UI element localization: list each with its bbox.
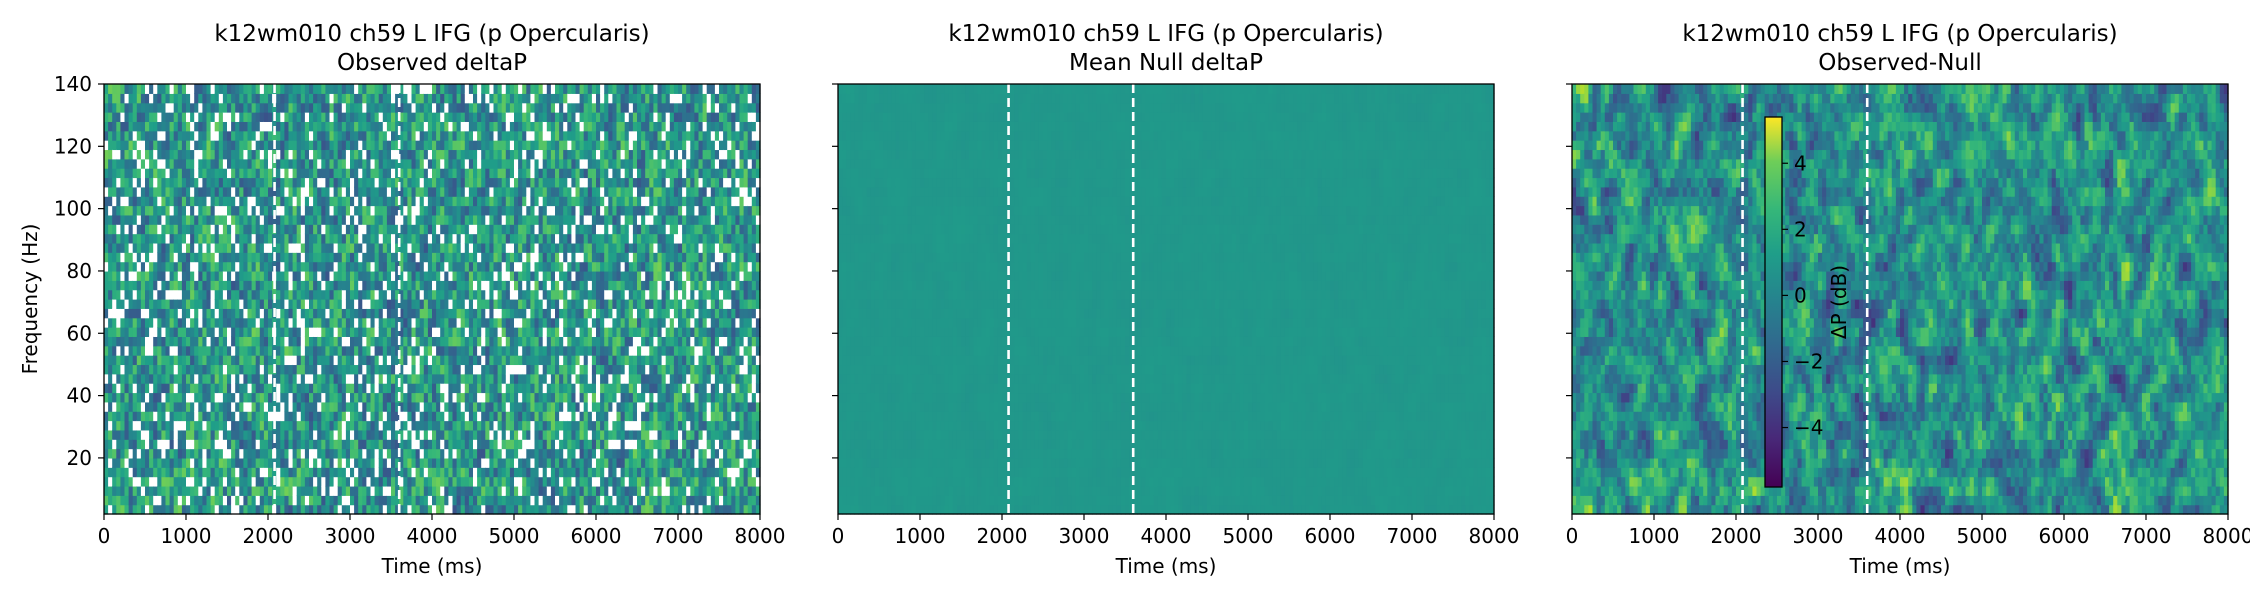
chart-subtitle: Mean Null deltaP bbox=[1069, 50, 1263, 76]
y-tick-label: 20 bbox=[67, 446, 92, 470]
colorbar-tick-label: 0 bbox=[1794, 283, 1807, 307]
x-axis-label: Time (ms) bbox=[1849, 554, 1951, 578]
chart-subtitle: Observed deltaP bbox=[337, 50, 527, 76]
y-tick-label: 100 bbox=[54, 197, 92, 221]
colorbar-tick-label: 4 bbox=[1794, 151, 1807, 175]
colorbar-label: ΔP (dB) bbox=[1827, 265, 1851, 339]
heatmap-1 bbox=[104, 84, 761, 515]
y-axis-label: Frequency (Hz) bbox=[18, 224, 42, 375]
x-tick-label: 2000 bbox=[1711, 524, 1762, 548]
x-tick-label: 3000 bbox=[1793, 524, 1844, 548]
colorbar-tick-label: −2 bbox=[1794, 349, 1823, 373]
colorbar-gradient bbox=[1764, 116, 1783, 488]
y-tick-label: 80 bbox=[67, 259, 92, 283]
x-tick-label: 5000 bbox=[1223, 524, 1274, 548]
heatmap-2 bbox=[838, 84, 1495, 515]
x-axis-label: Time (ms) bbox=[1115, 554, 1217, 578]
x-tick-label: 4000 bbox=[1875, 524, 1926, 548]
x-tick-label: 5000 bbox=[1957, 524, 2008, 548]
y-tick-label: 120 bbox=[54, 134, 92, 158]
x-tick-label: 8000 bbox=[735, 524, 786, 548]
x-tick-label: 0 bbox=[98, 524, 111, 548]
chart-title: k12wm010 ch59 L IFG (p Opercularis) bbox=[1682, 21, 2117, 47]
x-tick-label: 6000 bbox=[1305, 524, 1356, 548]
y-tick-label: 40 bbox=[67, 384, 92, 408]
x-tick-label: 5000 bbox=[489, 524, 540, 548]
chart-title: k12wm010 ch59 L IFG (p Opercularis) bbox=[948, 21, 1383, 47]
x-tick-label: 2000 bbox=[243, 524, 294, 548]
x-tick-label: 0 bbox=[832, 524, 845, 548]
y-tick-label: 140 bbox=[54, 72, 92, 96]
x-tick-label: 1000 bbox=[1629, 524, 1680, 548]
x-tick-label: 7000 bbox=[2121, 524, 2172, 548]
x-tick-label: 2000 bbox=[977, 524, 1028, 548]
x-axis-label: Time (ms) bbox=[381, 554, 483, 578]
heatmap-3 bbox=[1572, 84, 2229, 515]
x-tick-label: 3000 bbox=[1059, 524, 1110, 548]
x-tick-label: 4000 bbox=[407, 524, 458, 548]
x-tick-label: 4000 bbox=[1141, 524, 1192, 548]
x-tick-label: 8000 bbox=[1469, 524, 1520, 548]
x-tick-label: 8000 bbox=[2203, 524, 2250, 548]
x-tick-label: 1000 bbox=[161, 524, 212, 548]
x-tick-label: 6000 bbox=[2039, 524, 2090, 548]
colorbar: 4 2 0 −2 −4 ΔP (dB) bbox=[1764, 116, 1851, 488]
x-tick-label: 1000 bbox=[895, 524, 946, 548]
x-tick-label: 3000 bbox=[325, 524, 376, 548]
chart-subtitle: Observed-Null bbox=[1818, 50, 1982, 76]
chart-title: k12wm010 ch59 L IFG (p Opercularis) bbox=[214, 21, 649, 47]
x-tick-label: 7000 bbox=[1387, 524, 1438, 548]
colorbar-tick-label: 2 bbox=[1794, 217, 1807, 241]
colorbar-tick-label: −4 bbox=[1794, 416, 1823, 440]
x-tick-label: 0 bbox=[1566, 524, 1579, 548]
x-tick-label: 6000 bbox=[571, 524, 622, 548]
x-tick-label: 7000 bbox=[653, 524, 704, 548]
y-tick-label: 60 bbox=[67, 321, 92, 345]
